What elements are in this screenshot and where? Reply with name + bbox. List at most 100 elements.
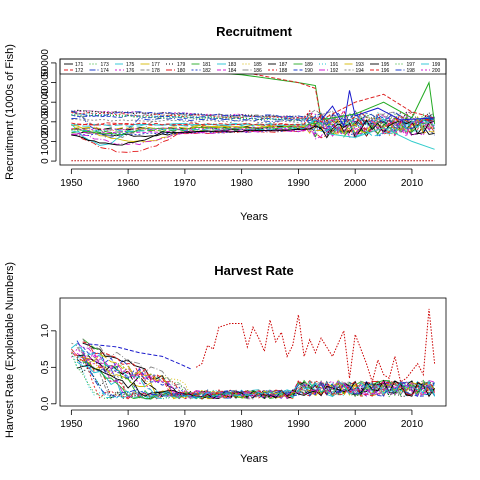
recruitment-x-tick-label: 1950 xyxy=(60,178,83,189)
recruitment-y-tick-label: 40000 xyxy=(40,68,51,96)
recruitment-series-line xyxy=(71,110,435,129)
harvest-x-label: Years xyxy=(240,453,268,465)
harvest-series-line xyxy=(82,355,435,400)
legend-label: 174 xyxy=(101,68,110,74)
legend-label: 177 xyxy=(152,62,161,68)
recruitment-y-tick-label: 30000 xyxy=(40,88,51,116)
recruitment-series-line xyxy=(71,109,435,127)
harvest-y-tick-label: 1.0 xyxy=(40,323,51,337)
legend-entry: 197 xyxy=(395,62,416,68)
recruitment-series-blue xyxy=(320,90,435,128)
recruitment-x-tick-label: 1970 xyxy=(174,178,197,189)
legend-label: 189 xyxy=(305,62,314,68)
recruitment-series-line xyxy=(71,118,435,137)
legend-label: 182 xyxy=(203,68,212,74)
legend-label: 173 xyxy=(101,62,110,68)
legend-label: 184 xyxy=(228,68,237,74)
recruitment-y-tick-label: 0 xyxy=(40,158,51,164)
legend-entry: 192 xyxy=(319,68,339,74)
legend-label: 171 xyxy=(75,62,84,68)
harvest-panel: Harvest Rate 1950 1960 1970 1980 1990 2000 201… xyxy=(4,262,447,465)
legend-label: 199 xyxy=(432,62,441,68)
legend-entry: 195 xyxy=(370,62,390,68)
legend-label: 183 xyxy=(228,62,237,68)
legend-label: 188 xyxy=(279,68,288,74)
recruitment-series-line xyxy=(71,113,435,130)
legend-entry: 180 xyxy=(166,68,186,74)
legend-label: 193 xyxy=(356,62,365,68)
recruitment-series-line xyxy=(71,119,435,146)
harvest-x-tick-label: 1960 xyxy=(117,419,140,430)
legend-label: 196 xyxy=(381,68,390,74)
legend-entry: 175 xyxy=(115,62,135,68)
legend-label: 186 xyxy=(254,68,263,74)
harvest-y-tick-label: 0.5 xyxy=(40,360,51,374)
recruitment-x-tick-label: 1980 xyxy=(231,178,254,189)
legend-entry: 179 xyxy=(166,62,186,68)
legend-entry: 200 xyxy=(421,68,441,74)
harvest-x-tick-label: 1990 xyxy=(287,419,310,430)
legend-label: 172 xyxy=(75,68,84,74)
recruitment-series-line xyxy=(71,116,435,134)
legend-entry: 172 xyxy=(64,68,84,74)
recruitment-x-label: Years xyxy=(240,211,268,223)
legend-entry: 177 xyxy=(140,62,161,68)
legend-entry: 181 xyxy=(191,62,212,68)
harvest-y-tick-label: 0.0 xyxy=(40,396,51,410)
harvest-x-tick-label: 1980 xyxy=(231,419,254,430)
recruitment-series-line xyxy=(71,115,435,135)
legend-entry: 190 xyxy=(293,68,313,74)
legend-entry: 178 xyxy=(140,68,160,74)
harvest-series-red-dotted xyxy=(195,308,436,384)
legend-entry: 188 xyxy=(268,68,288,74)
legend-entry: 193 xyxy=(344,62,365,68)
recruitment-panel: Recruitment 1711721731741751761771781791… xyxy=(4,24,447,223)
legend-label: 181 xyxy=(203,62,212,68)
legend-label: 197 xyxy=(407,62,416,68)
legend-label: 198 xyxy=(407,68,416,74)
recruitment-series-line xyxy=(71,113,435,130)
legend-entry: 198 xyxy=(395,68,416,74)
recruitment-y-tick-label: 50000 xyxy=(40,49,51,77)
harvest-x-tick-label: 1950 xyxy=(60,419,83,430)
harvest-plot-frame xyxy=(59,297,447,407)
recruitment-series-line xyxy=(71,120,435,146)
harvest-plot-area xyxy=(70,308,436,400)
legend-entry: 196 xyxy=(370,68,390,74)
recruitment-y-tick-label: 10000 xyxy=(40,127,51,155)
recruitment-x-tick-label: 2010 xyxy=(401,178,424,189)
legend-label: 192 xyxy=(330,68,339,74)
recruitment-series-cyan xyxy=(326,127,435,150)
legend-entry: 174 xyxy=(89,68,110,74)
legend-entry: 185 xyxy=(242,62,263,68)
legend-label: 175 xyxy=(126,62,135,68)
recruitment-x-axis: 1950 1960 1970 1980 1990 2000 2010 xyxy=(60,168,424,189)
legend-entry: 194 xyxy=(344,68,364,74)
legend-label: 200 xyxy=(432,68,441,74)
recruitment-series-line xyxy=(71,117,435,137)
harvest-series-line xyxy=(71,348,435,400)
legend-label: 187 xyxy=(279,62,288,68)
recruitment-series-line xyxy=(71,111,436,138)
harvest-series-blue-dash xyxy=(88,343,191,370)
legend-label: 180 xyxy=(177,68,186,74)
recruitment-series-line xyxy=(71,118,435,137)
legend-entry: 189 xyxy=(293,62,314,68)
harvest-series-line xyxy=(76,342,435,399)
legend-entry: 187 xyxy=(268,62,288,68)
legend-label: 191 xyxy=(330,62,339,68)
legend-entry: 186 xyxy=(242,68,263,74)
legend-label: 185 xyxy=(254,62,263,68)
legend-entry: 183 xyxy=(217,62,237,68)
harvest-series-line xyxy=(82,341,435,400)
recruitment-series-line xyxy=(71,116,435,136)
legend-label: 176 xyxy=(126,68,135,74)
harvest-x-tick-label: 2010 xyxy=(401,419,424,430)
harvest-series-line xyxy=(82,351,435,400)
recruitment-series-line xyxy=(71,111,435,130)
legend-entry: 191 xyxy=(319,62,339,68)
harvest-y-axis: 0.0 0.5 1.0 xyxy=(40,323,57,411)
recruitment-x-tick-label: 1960 xyxy=(117,178,140,189)
recruitment-x-tick-label: 1990 xyxy=(287,178,310,189)
